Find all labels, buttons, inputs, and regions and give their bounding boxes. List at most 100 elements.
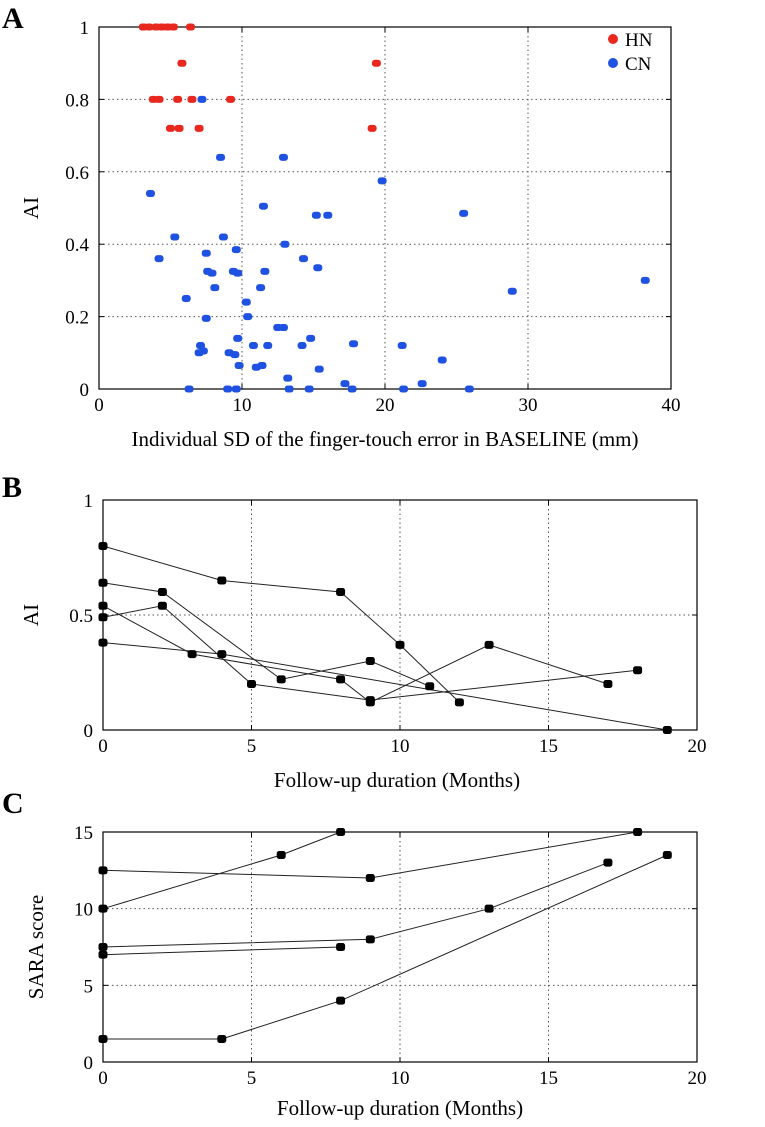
scatter-point-cn xyxy=(304,385,314,393)
scatter-point-cn xyxy=(263,342,273,350)
series-line-4 xyxy=(102,946,341,956)
scatter-point-cn xyxy=(278,153,288,161)
scatter-point-hn xyxy=(194,124,204,132)
data-point-1 xyxy=(276,851,286,859)
legend-marker-hn xyxy=(608,34,618,44)
data-point-3 xyxy=(603,858,613,867)
scatter-point-cn xyxy=(184,385,194,393)
scatter-point-cn xyxy=(233,269,243,277)
scatter-point-cn xyxy=(349,340,359,348)
scatter-point-cn xyxy=(248,342,258,350)
data-point-5 xyxy=(662,726,672,734)
scatter-point-hn xyxy=(187,95,197,103)
data-point-1 xyxy=(98,542,108,550)
x-tick-label: 10 xyxy=(233,395,252,416)
data-point-4 xyxy=(247,680,256,688)
x-tick-label: 10 xyxy=(391,736,410,757)
scatter-point-cn xyxy=(207,269,217,277)
data-point-4 xyxy=(365,696,375,705)
data-point-2 xyxy=(425,682,435,691)
scatter-point-hn xyxy=(226,95,236,103)
scatter-point-cn xyxy=(233,334,243,342)
scatter-point-cn xyxy=(257,361,267,369)
scatter-point-cn xyxy=(201,249,211,257)
scatter-point-cn xyxy=(231,246,241,254)
data-point-2 xyxy=(365,874,375,882)
scatter-point-cn xyxy=(397,342,407,350)
y-tick-label: 10 xyxy=(74,900,93,921)
data-point-1 xyxy=(336,828,346,836)
y-axis-label-c: SARA score xyxy=(24,895,48,999)
series-line-1 xyxy=(102,831,341,910)
y-tick-label: 0 xyxy=(80,380,90,401)
y-tick-label: 0.2 xyxy=(65,308,89,329)
data-point-4 xyxy=(633,666,643,675)
legend-marker-cn xyxy=(608,58,618,68)
scatter-point-hn xyxy=(174,124,184,132)
scatter-point-cn xyxy=(417,380,427,388)
scatter-point-cn xyxy=(278,323,288,331)
y-tick-label: 0 xyxy=(84,1053,94,1074)
series-line-5 xyxy=(103,854,668,1040)
data-point-5 xyxy=(217,1035,227,1043)
scatter-point-hn xyxy=(186,23,196,31)
panel-label-b: B xyxy=(2,471,22,504)
data-point-4 xyxy=(98,950,108,959)
scatter-point-cn xyxy=(258,202,268,210)
scatter-point-cn xyxy=(313,264,323,272)
x-tick-label: 20 xyxy=(688,736,707,757)
x-tick-label: 0 xyxy=(98,736,108,757)
x-tick-label: 0 xyxy=(98,1068,108,1089)
y-tick-label: 0.6 xyxy=(65,163,89,184)
plot-c: 0 5 10 15 20 0 5 10 15 xyxy=(74,823,707,1089)
y-tick-label: 0.5 xyxy=(69,606,93,627)
data-point-5 xyxy=(98,638,108,647)
panel-label-c: C xyxy=(2,787,24,820)
data-point-1 xyxy=(395,640,405,649)
scatter-point-cn xyxy=(256,284,266,292)
scatter-point-cn xyxy=(260,267,270,275)
scatter-point-cn xyxy=(194,349,204,357)
scatter-point-hn xyxy=(367,124,377,132)
scatter-point-cn xyxy=(234,361,244,369)
scatter-point-cn xyxy=(231,385,241,393)
scatter-point-cn xyxy=(298,255,308,263)
scatter-point-cn xyxy=(196,342,206,350)
scatter-point-cn xyxy=(311,211,321,219)
data-point-5 xyxy=(336,996,346,1005)
data-point-3 xyxy=(365,935,375,944)
scatter-point-cn xyxy=(399,385,409,393)
data-point-3 xyxy=(603,680,613,688)
series-line-2 xyxy=(102,831,638,879)
scatter-point-cn xyxy=(243,313,253,321)
data-point-2 xyxy=(276,675,286,684)
panel-label-a: A xyxy=(2,2,24,35)
scatter-point-cn xyxy=(340,380,350,388)
x-tick-label: 5 xyxy=(247,736,257,757)
scatter-point-cn xyxy=(464,385,474,393)
data-point-5 xyxy=(662,851,672,859)
scatter-point-cn xyxy=(170,233,180,241)
data-point-5 xyxy=(98,1035,108,1043)
data-point-3 xyxy=(98,601,108,610)
data-point-3 xyxy=(336,675,346,684)
scatter-point-cn xyxy=(377,177,387,185)
x-tick-label: 20 xyxy=(688,1068,707,1089)
data-point-2 xyxy=(157,588,167,596)
series-line-3 xyxy=(102,862,609,948)
series-line-4 xyxy=(102,605,638,701)
x-axis-label-c: Follow-up duration (Months) xyxy=(277,1096,523,1120)
data-point-2 xyxy=(633,828,643,836)
data-point-1 xyxy=(98,904,108,913)
data-point-4 xyxy=(336,943,346,951)
scatter-point-cn xyxy=(459,209,469,217)
y-tick-label: 0.4 xyxy=(65,235,89,256)
data-point-1 xyxy=(217,576,227,585)
data-point-3 xyxy=(484,640,494,649)
scatter-point-hn xyxy=(144,23,154,31)
scatter-point-hn xyxy=(371,59,381,67)
scatter-point-hn xyxy=(154,95,164,103)
scatter-point-cn xyxy=(284,385,294,393)
scatter-point-cn xyxy=(323,211,333,219)
